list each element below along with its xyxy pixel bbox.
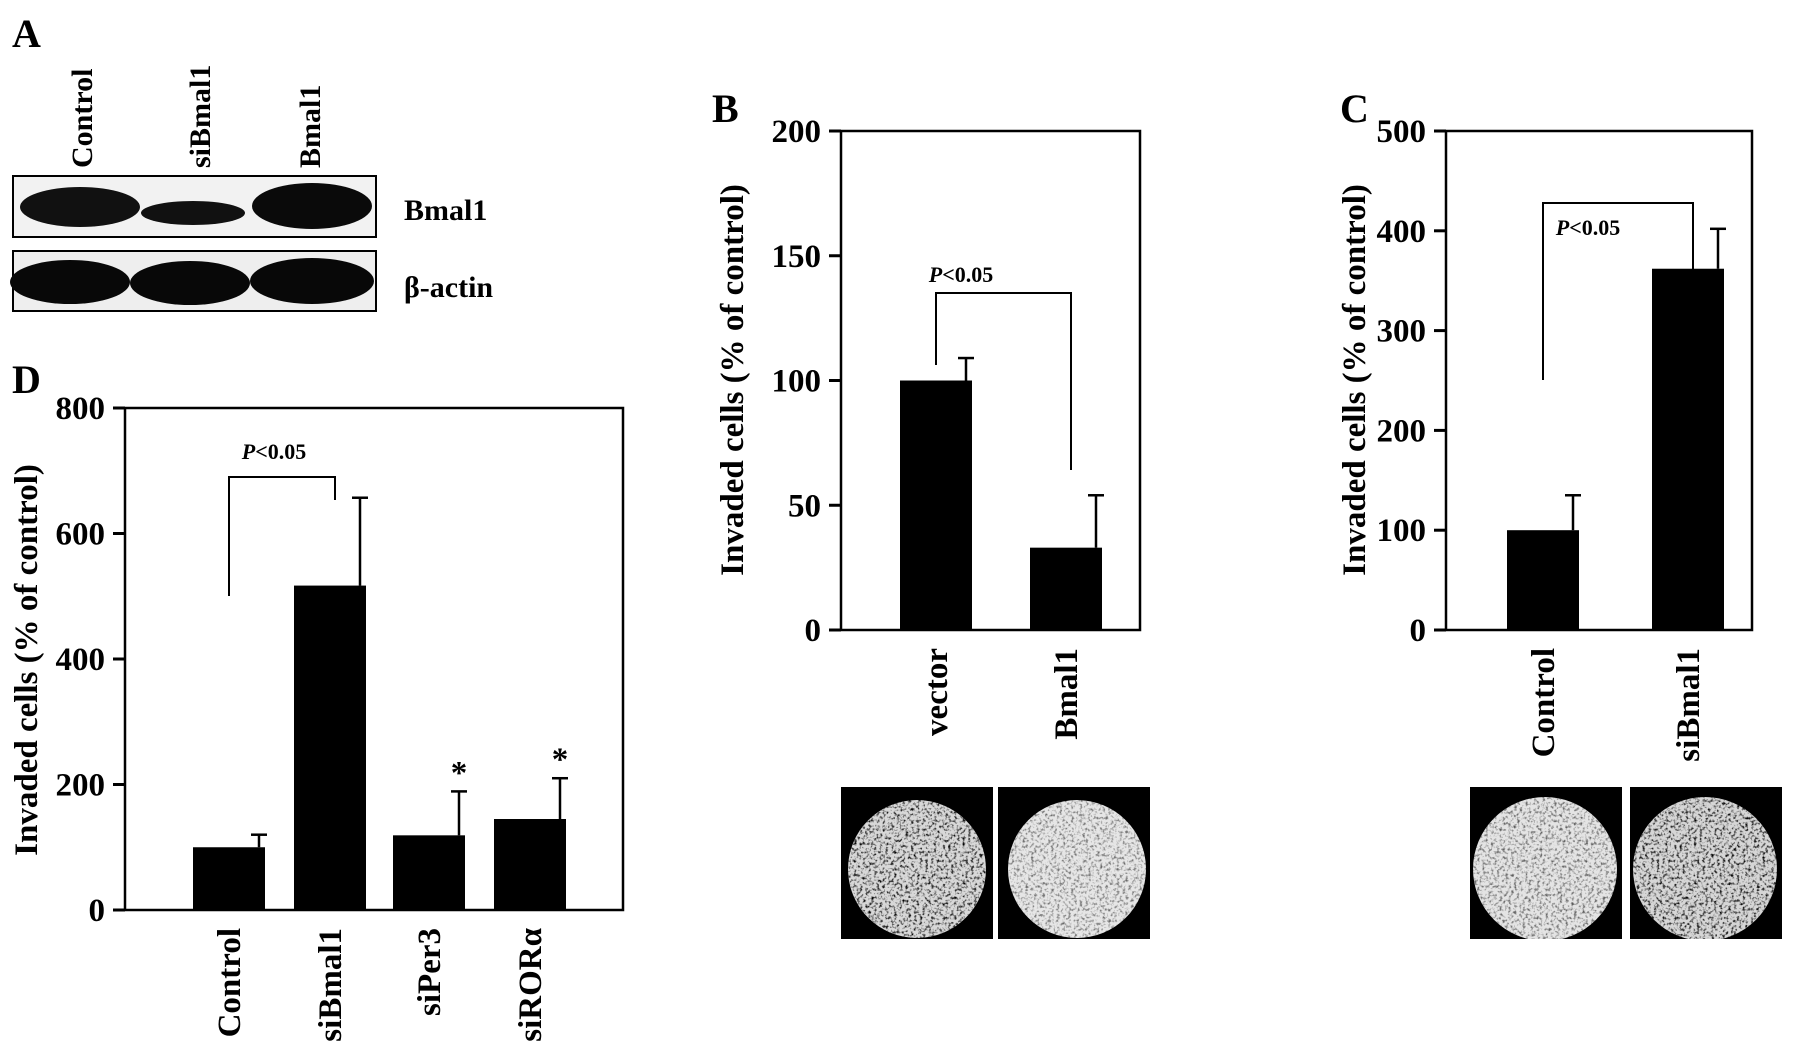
y-tick-label: 400 — [1377, 214, 1427, 250]
panel-b-letter: B — [712, 86, 739, 131]
y-tick-label: 200 — [56, 768, 106, 804]
x-category-label: siBmal1 — [1671, 648, 1707, 762]
blot-row-actin — [10, 250, 377, 312]
x-category-label: siRORα — [513, 927, 549, 1041]
blot-band — [252, 183, 372, 229]
plot-frame — [1444, 129, 1754, 632]
panel-b-micrographs — [841, 787, 1150, 939]
panel-c-micrographs — [1470, 787, 1782, 939]
panel-a-letter: A — [12, 11, 41, 56]
y-tick-label: 150 — [772, 239, 822, 275]
y-tick-label: 500 — [1377, 114, 1427, 150]
blot-lane-label-control: Control — [66, 69, 99, 168]
bar — [193, 847, 265, 910]
bar — [1652, 268, 1724, 630]
significance-marker: * — [552, 742, 569, 778]
blot-lane-label-bmal1: Bmal1 — [294, 85, 327, 168]
y-tick-label: 0 — [1410, 613, 1427, 649]
y-tick-label: 800 — [56, 391, 106, 427]
bar — [1507, 530, 1579, 630]
y-tick-label: 100 — [1377, 513, 1427, 549]
panel-b-chart: B Invaded cells (% of control) 0 50 100 150… — [712, 86, 1142, 740]
x-category-label: siBmal1 — [313, 928, 349, 1042]
bar — [494, 819, 566, 910]
blot-row-label-bmal1: Bmal1 — [404, 194, 487, 227]
blot-row-label-actin: β-actin — [404, 271, 493, 304]
panel-a: A Control siBmal1 Bmal1 Bmal1 β-actin — [10, 11, 493, 312]
blot-band — [130, 261, 250, 305]
y-tick-label: 300 — [1377, 314, 1427, 350]
x-category-label: Control — [212, 928, 248, 1037]
p-value-label: P<0.05 — [928, 262, 994, 287]
x-category-label: vector — [919, 648, 955, 736]
panel-c-chart: C Invaded cells (% of control) 0 100 200 30… — [1337, 86, 1754, 762]
x-category-label: Control — [1526, 648, 1562, 757]
blot-band — [141, 201, 245, 225]
y-tick-label: 200 — [772, 114, 822, 150]
y-axis-title: Invaded cells (% of control) — [1337, 184, 1373, 576]
blot-lane-label-sibmal1: siBmal1 — [184, 65, 217, 168]
significance-bracket — [228, 476, 336, 596]
x-category-label: siPer3 — [412, 928, 448, 1016]
y-tick-label: 200 — [1377, 413, 1427, 449]
blot-band — [10, 260, 130, 304]
bar — [1030, 547, 1102, 630]
bar — [900, 380, 972, 630]
significance-bracket — [1542, 202, 1694, 380]
panel-c-letter: C — [1340, 86, 1369, 131]
panel-d-letter: D — [12, 357, 41, 402]
y-tick-label: 400 — [56, 642, 106, 678]
bar — [393, 835, 465, 910]
y-axis-title: Invaded cells (% of control) — [715, 184, 751, 576]
y-tick-label: 100 — [772, 364, 822, 400]
x-category-label: Bmal1 — [1049, 648, 1085, 740]
y-tick-label: 50 — [788, 488, 821, 524]
y-tick-label: 0 — [89, 893, 106, 929]
significance-bracket — [935, 292, 1072, 470]
p-value-label: P<0.05 — [241, 439, 307, 464]
y-tick-label: 0 — [805, 613, 822, 649]
blot-row-bmal1 — [12, 175, 377, 238]
panel-d-chart: D Invaded cells (% of control) 0 200 400 60… — [9, 357, 625, 1042]
y-axis-title: Invaded cells (% of control) — [9, 464, 45, 856]
blot-band — [250, 258, 374, 304]
bar — [294, 585, 366, 910]
blot-band — [20, 187, 140, 227]
p-value-label: P<0.05 — [1555, 215, 1621, 240]
y-tick-label: 600 — [56, 517, 106, 553]
significance-marker: * — [451, 755, 468, 791]
